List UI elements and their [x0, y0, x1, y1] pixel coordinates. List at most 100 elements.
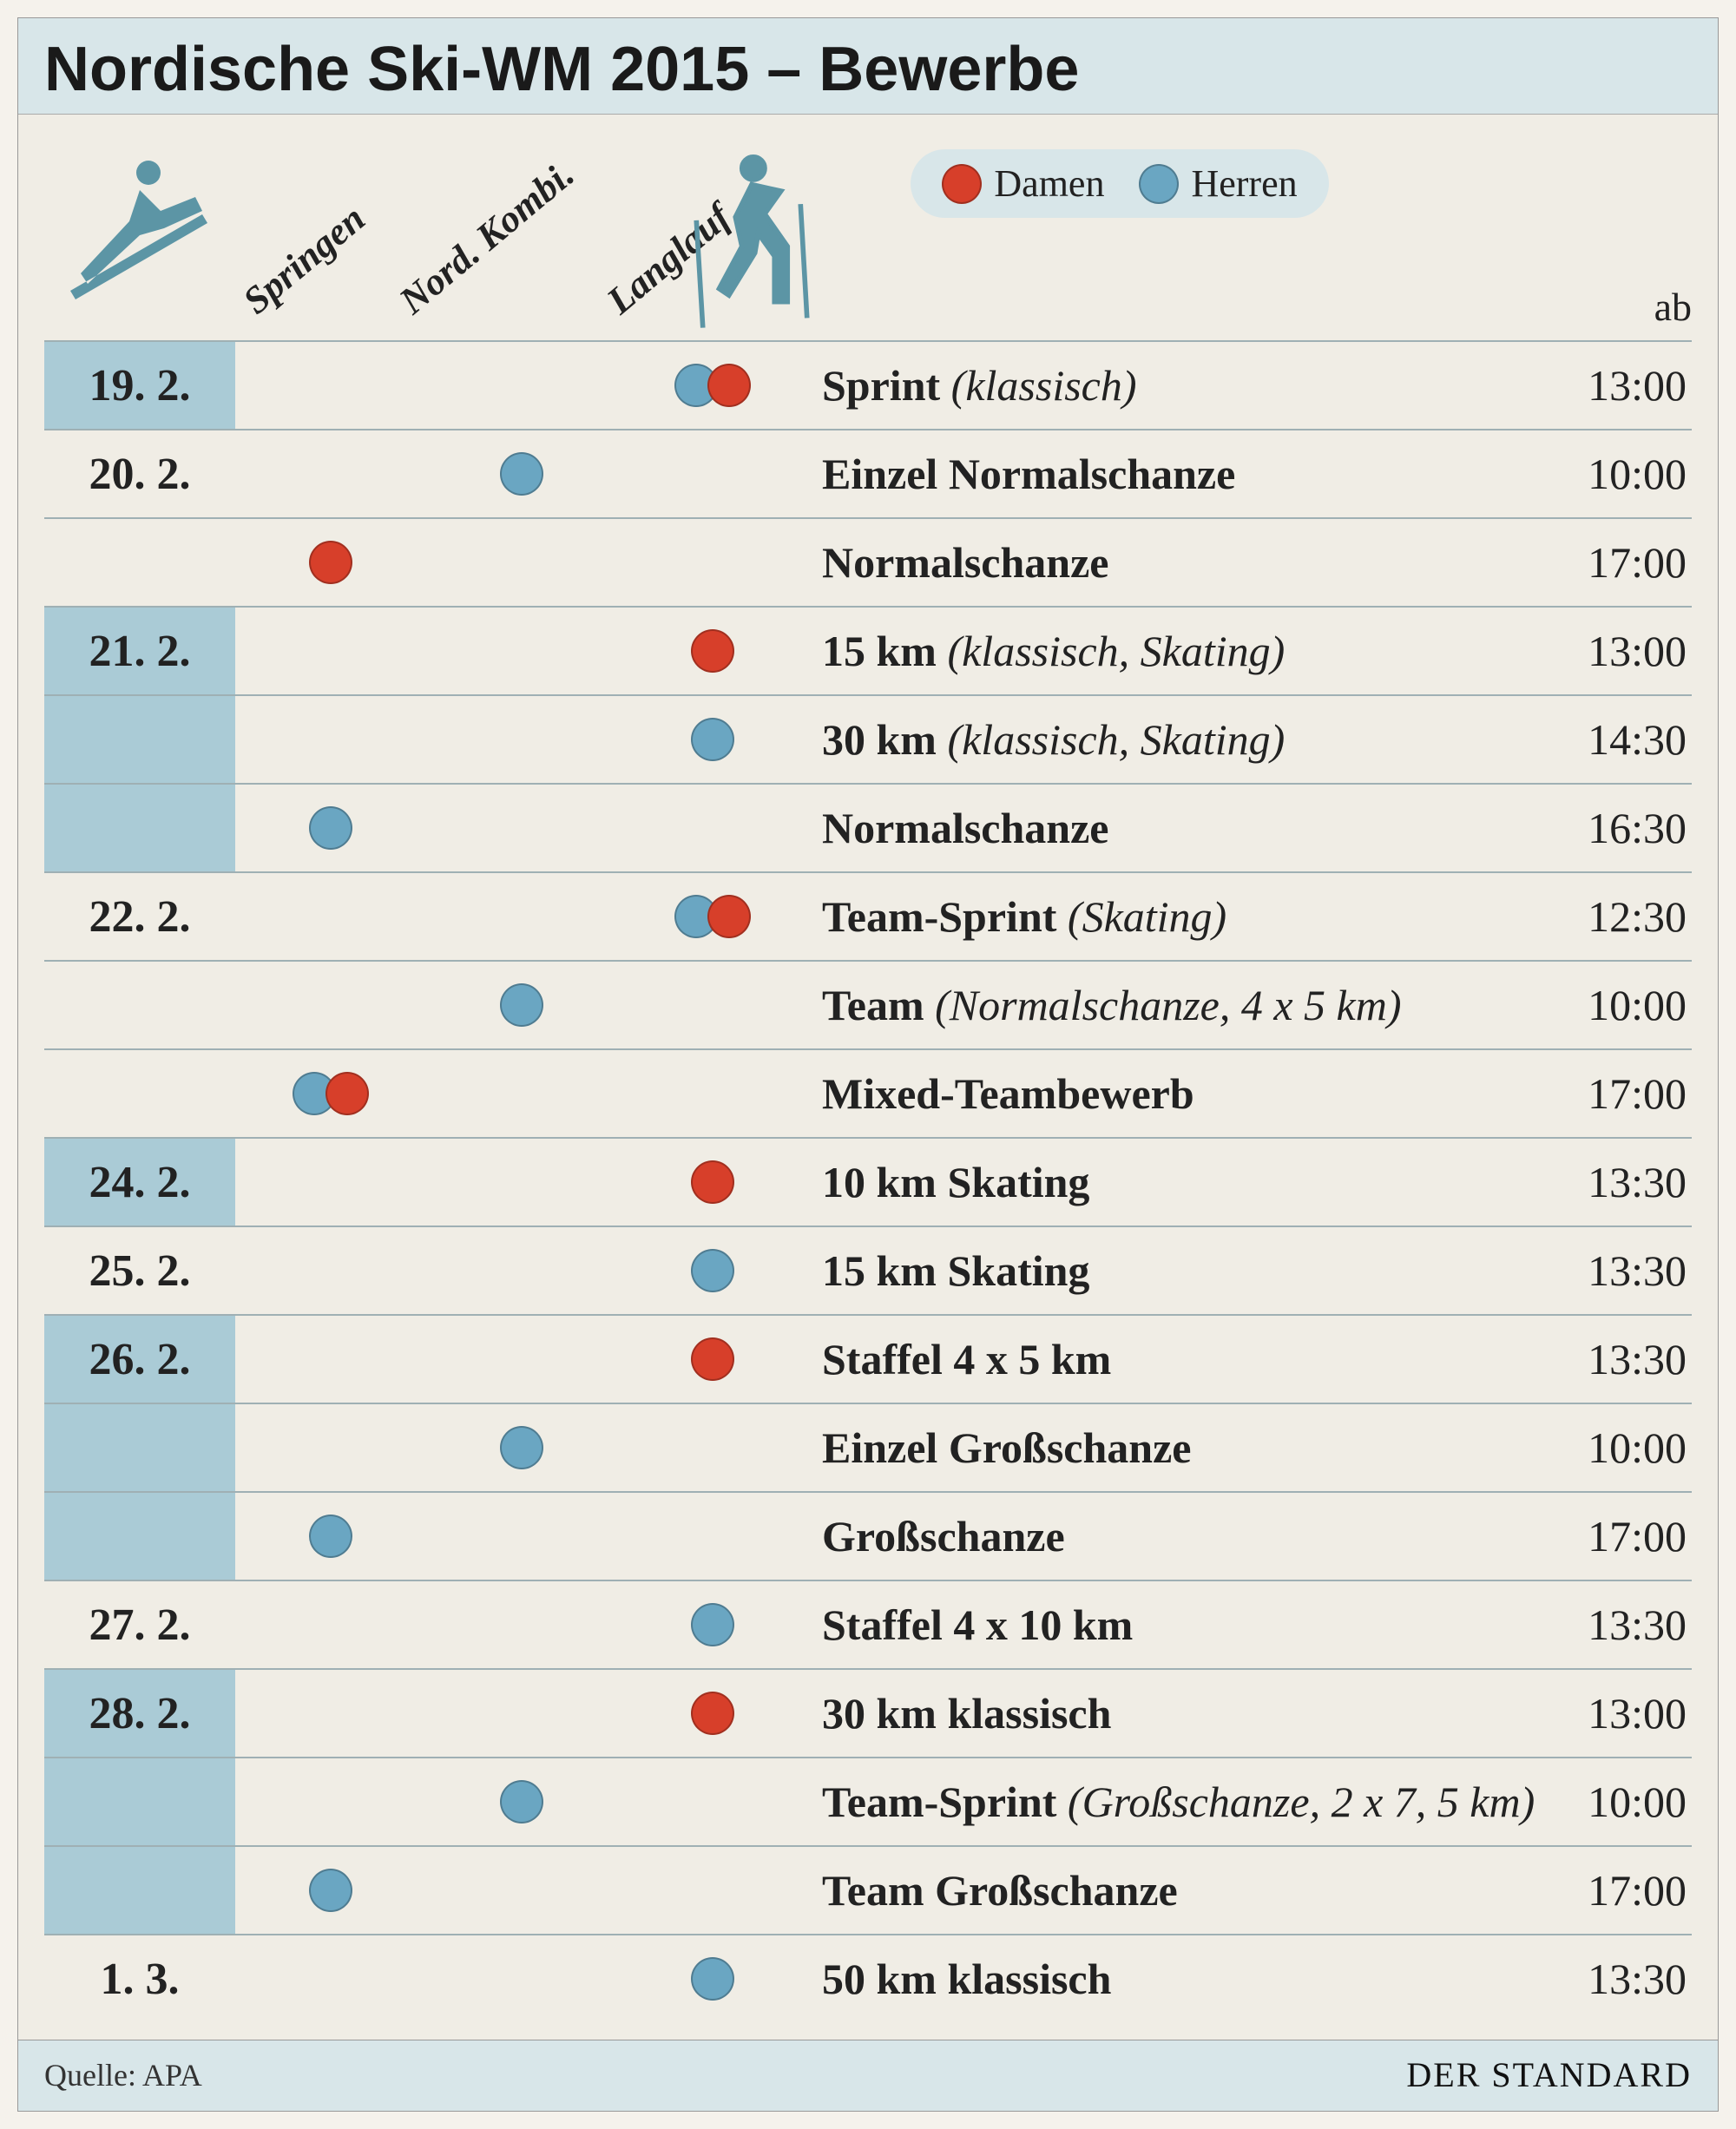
ski-jumper-icon [44, 115, 235, 340]
dot-herren-icon [500, 983, 543, 1027]
kombi-cell [426, 519, 617, 606]
date-cell [44, 1050, 235, 1137]
event-cell: 30 km klassisch [808, 1688, 1535, 1738]
springen-cell [235, 1050, 426, 1137]
langlauf-cell [617, 1050, 808, 1137]
date-cell [44, 785, 235, 871]
time-cell: 13:30 [1535, 1245, 1692, 1296]
time-cell: 13:30 [1535, 1157, 1692, 1207]
time-cell: 13:30 [1535, 1954, 1692, 2004]
dot-damen-icon [942, 164, 982, 204]
source-label: Quelle: APA [44, 2057, 202, 2093]
dot-herren-icon [691, 1249, 734, 1292]
event-cell: 15 km (klassisch, Skating) [808, 626, 1535, 676]
langlauf-cell [617, 608, 808, 694]
date-cell: 26. 2. [44, 1316, 235, 1403]
event-cell: Einzel Normalschanze [808, 449, 1535, 499]
date-cell: 21. 2. [44, 608, 235, 694]
dot-herren-icon [691, 1603, 734, 1646]
time-header: ab [1535, 284, 1692, 340]
dot-herren-icon [1139, 164, 1179, 204]
springen-cell [235, 696, 426, 783]
dot-damen-icon [707, 895, 751, 938]
time-cell: 17:00 [1535, 1068, 1692, 1119]
langlauf-cell [617, 430, 808, 517]
event-cell: Normalschanze [808, 803, 1535, 853]
langlauf-cell [617, 873, 808, 960]
schedule-body: 19. 2. Sprint (klassisch)13:00 20. 2. Einze… [18, 340, 1718, 2040]
springen-cell [235, 873, 426, 960]
schedule-row: 24. 2.10 km Skating13:30 [44, 1137, 1692, 1225]
langlauf-cell [617, 1316, 808, 1403]
dot-herren-icon [691, 718, 734, 761]
springen-cell [235, 1670, 426, 1757]
dot-herren-icon [691, 1957, 734, 2001]
langlauf-cell [617, 1670, 808, 1757]
langlauf-cell [617, 1493, 808, 1580]
event-cell: Sprint (klassisch) [808, 360, 1535, 411]
springen-cell [235, 430, 426, 517]
legend-damen: Damen [942, 161, 1104, 206]
event-cell: Staffel 4 x 10 km [808, 1600, 1535, 1650]
time-cell: 16:30 [1535, 803, 1692, 853]
springen-cell [235, 1316, 426, 1403]
langlauf-cell [617, 1581, 808, 1668]
schedule-row: 1. 3.50 km klassisch13:30 [44, 1934, 1692, 2022]
schedule-row: Einzel Großschanze10:00 [44, 1403, 1692, 1491]
langlauf-cell [617, 696, 808, 783]
time-cell: 17:00 [1535, 1511, 1692, 1561]
springen-cell [235, 1935, 426, 2022]
time-cell: 17:00 [1535, 537, 1692, 588]
schedule-row: 30 km (klassisch, Skating)14:30 [44, 694, 1692, 783]
kombi-cell [426, 1581, 617, 1668]
springen-cell [235, 1581, 426, 1668]
date-cell: 25. 2. [44, 1227, 235, 1314]
langlauf-cell [617, 785, 808, 871]
date-cell: 27. 2. [44, 1581, 235, 1668]
date-cell [44, 1847, 235, 1934]
dot-herren-icon [309, 1515, 352, 1558]
time-cell: 12:30 [1535, 891, 1692, 942]
date-cell [44, 1758, 235, 1845]
dot-damen-icon [691, 629, 734, 673]
time-cell: 14:30 [1535, 714, 1692, 765]
date-cell [44, 696, 235, 783]
event-cell: Staffel 4 x 5 km [808, 1334, 1535, 1384]
column-header-row: Springen Nord. Kombi. Langlauf Damen Her… [18, 115, 1718, 340]
date-cell: 22. 2. [44, 873, 235, 960]
event-cell: Großschanze [808, 1511, 1535, 1561]
date-cell: 20. 2. [44, 430, 235, 517]
schedule-row: 20. 2.Einzel Normalschanze10:00 [44, 429, 1692, 517]
dot-herren-icon [309, 806, 352, 850]
kombi-cell [426, 1758, 617, 1845]
time-cell: 13:00 [1535, 360, 1692, 411]
dot-herren-icon [500, 1780, 543, 1823]
schedule-row: 22. 2. Team-Sprint (Skating)12:30 [44, 871, 1692, 960]
dot-damen-icon [691, 1160, 734, 1204]
infographic-card: Nordische Ski-WM 2015 – Bewerbe Springen… [17, 17, 1719, 2112]
kombi-cell [426, 1935, 617, 2022]
kombi-cell [426, 1050, 617, 1137]
kombi-cell [426, 1404, 617, 1491]
time-cell: 13:30 [1535, 1334, 1692, 1384]
event-cell: Team-Sprint (Skating) [808, 891, 1535, 942]
springen-cell [235, 1493, 426, 1580]
springen-cell [235, 962, 426, 1048]
brand-label: DER STANDARD [1406, 2054, 1692, 2095]
date-cell: 24. 2. [44, 1139, 235, 1225]
date-cell [44, 1493, 235, 1580]
kombi-cell [426, 1493, 617, 1580]
page-title: Nordische Ski-WM 2015 – Bewerbe [44, 34, 1692, 105]
schedule-row: 21. 2.15 km (klassisch, Skating)13:00 [44, 606, 1692, 694]
event-cell: Team Großschanze [808, 1865, 1535, 1915]
kombi-cell [426, 1316, 617, 1403]
schedule-row: 27. 2. Staffel 4 x 10 km13:30 [44, 1580, 1692, 1668]
time-cell: 13:30 [1535, 1600, 1692, 1650]
dot-herren-icon [500, 452, 543, 496]
col-kombi: Nord. Kombi. [426, 115, 617, 340]
legend-herren: Herren [1139, 161, 1297, 206]
date-cell: 19. 2. [44, 342, 235, 429]
date-cell [44, 962, 235, 1048]
dot-damen-icon [326, 1072, 369, 1115]
kombi-cell [426, 962, 617, 1048]
